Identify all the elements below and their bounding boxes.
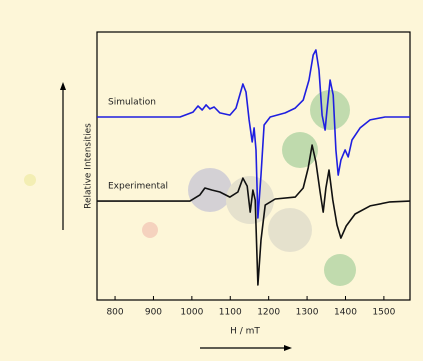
x-tick-label: 1300 — [296, 308, 319, 318]
x-tick-label: 800 — [106, 308, 123, 318]
x-tick-label: 1500 — [372, 308, 395, 318]
x-tick-label: 1100 — [219, 308, 242, 318]
y-axis-label: Relative Intensities — [84, 123, 94, 209]
plot-frame — [97, 32, 410, 300]
x-tick-label: 1200 — [257, 308, 280, 318]
series-label: Experimental — [108, 182, 168, 192]
x-arrow-head — [284, 345, 292, 351]
y-arrow-head — [60, 82, 66, 90]
x-tick-label: 1400 — [334, 308, 357, 318]
x-axis-label: H / mT — [230, 327, 260, 337]
x-tick-label: 900 — [145, 308, 162, 318]
page: {"chart_data": {"type": "line", "xlabel"… — [0, 0, 423, 361]
chart: Relative Intensities H / mT 800 900 1000 11… — [0, 0, 423, 361]
series-label: Simulation — [108, 97, 156, 107]
x-tick-label: 1000 — [180, 308, 203, 318]
background-molecules — [24, 90, 356, 286]
